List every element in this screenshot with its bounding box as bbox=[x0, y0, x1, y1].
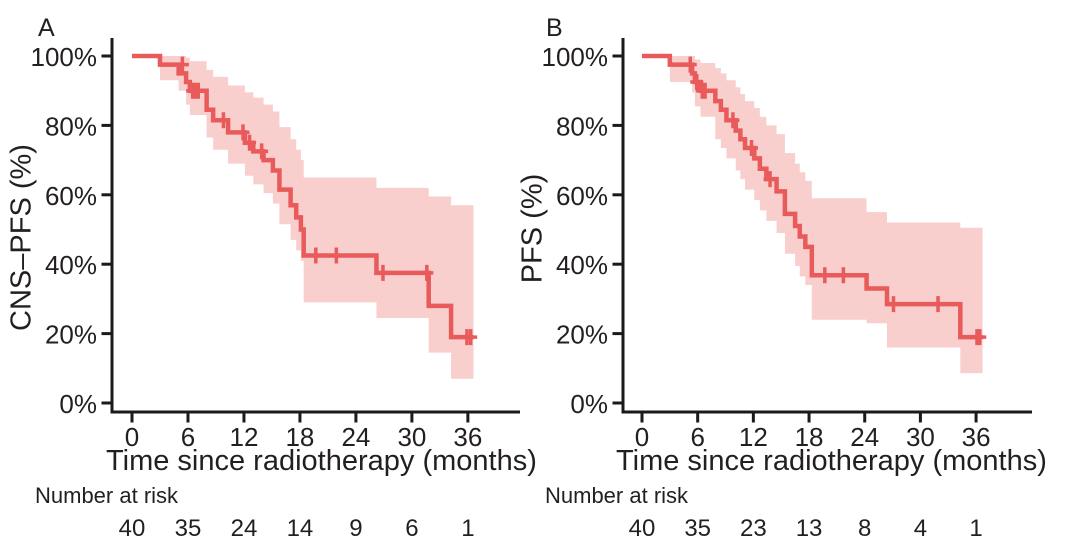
panel-a-y-axis-label: CNS–PFS (%) bbox=[5, 144, 38, 331]
y-tick-label: 60% bbox=[556, 181, 608, 211]
censor-mark bbox=[309, 247, 323, 264]
censor-mark bbox=[464, 329, 478, 346]
number-at-risk-value: 1 bbox=[461, 515, 474, 542]
censor-mark bbox=[255, 143, 269, 160]
km-curve bbox=[642, 53, 983, 340]
confidence-band bbox=[159, 56, 474, 379]
censor-mark bbox=[683, 56, 697, 73]
y-tick-label: 0% bbox=[570, 389, 608, 419]
y-tick-label: 100% bbox=[542, 42, 609, 72]
panel-b-letter: B bbox=[546, 14, 563, 42]
x-tick-label: 36 bbox=[962, 422, 991, 452]
censor-mark bbox=[836, 267, 850, 284]
number-at-risk-value: 14 bbox=[287, 515, 314, 542]
number-at-risk-value: 4 bbox=[914, 515, 927, 542]
censor-mark bbox=[745, 139, 759, 156]
censor-mark bbox=[329, 247, 343, 264]
censor-mark bbox=[243, 134, 257, 151]
x-tick-label: 6 bbox=[690, 422, 704, 452]
y-tick-label: 100% bbox=[31, 42, 98, 72]
y-tick-label: 80% bbox=[556, 111, 608, 141]
censor-mark bbox=[973, 329, 987, 346]
censor-mark bbox=[763, 171, 777, 188]
y-tick-label: 60% bbox=[45, 181, 97, 211]
x-tick-label: 30 bbox=[397, 422, 426, 452]
censor-mark bbox=[690, 74, 704, 91]
y-tick-label: 20% bbox=[45, 320, 97, 350]
censor-mark bbox=[420, 264, 434, 281]
panel-a-x-axis-label: Time since radiotherapy (months) bbox=[106, 445, 537, 477]
number-at-risk-value: 1 bbox=[969, 515, 982, 542]
number-at-risk-value: 23 bbox=[740, 515, 767, 542]
panel-a-number-at-risk-label: Number at risk bbox=[35, 483, 179, 508]
y-tick-label: 20% bbox=[556, 320, 608, 350]
x-tick-label: 24 bbox=[341, 422, 370, 452]
number-at-risk-value: 24 bbox=[231, 515, 258, 542]
x-tick-label: 18 bbox=[285, 422, 314, 452]
x-tick-label: 6 bbox=[181, 422, 195, 452]
censor-mark bbox=[175, 56, 189, 73]
panel-a: 0% 20% 40% 60% 80% 100% 0 6 12 18 24 30 36 40 35 24 14 9 6… bbox=[31, 38, 520, 542]
censor-mark bbox=[236, 124, 250, 141]
x-tick-label: 30 bbox=[906, 422, 935, 452]
censor-mark bbox=[818, 267, 832, 284]
panel-a-letter: A bbox=[38, 14, 55, 42]
censor-mark bbox=[376, 264, 390, 281]
number-at-risk-value: 6 bbox=[405, 515, 418, 542]
number-at-risk-value: 9 bbox=[349, 515, 362, 542]
panel-b-x-axis-label: Time since radiotherapy (months) bbox=[616, 445, 1047, 477]
number-at-risk-value: 35 bbox=[175, 515, 202, 542]
panel-b-number-at-risk-label: Number at risk bbox=[545, 483, 689, 508]
x-tick-label: 12 bbox=[229, 422, 258, 452]
number-at-risk-value: 40 bbox=[629, 515, 656, 542]
censor-mark bbox=[726, 112, 740, 129]
censor-mark bbox=[698, 82, 712, 99]
censor-mark bbox=[191, 82, 205, 99]
y-tick-label: 40% bbox=[45, 250, 97, 280]
x-tick-label: 0 bbox=[125, 422, 139, 452]
number-at-risk-value: 8 bbox=[858, 515, 871, 542]
x-tick-label: 24 bbox=[850, 422, 879, 452]
censor-mark bbox=[931, 296, 945, 313]
number-at-risk-value: 40 bbox=[119, 515, 146, 542]
x-tick-label: 18 bbox=[795, 422, 824, 452]
censor-mark bbox=[216, 112, 230, 129]
number-at-risk-value: 13 bbox=[796, 515, 823, 542]
x-tick-label: 12 bbox=[739, 422, 768, 452]
panel-b: 0% 20% 40% 60% 80% 100% 0 6 12 18 24 30 36 40 35 23 13 8 4… bbox=[542, 38, 1032, 542]
number-at-risk-value: 35 bbox=[684, 515, 711, 542]
y-tick-label: 80% bbox=[45, 111, 97, 141]
panel-b-y-axis-label: PFS (%) bbox=[516, 173, 549, 284]
y-tick-label: 0% bbox=[59, 389, 97, 419]
censor-mark bbox=[886, 296, 900, 313]
x-tick-label: 36 bbox=[453, 422, 482, 452]
x-tick-label: 0 bbox=[635, 422, 649, 452]
y-tick-label: 40% bbox=[556, 250, 608, 280]
confidence-band bbox=[669, 56, 983, 374]
